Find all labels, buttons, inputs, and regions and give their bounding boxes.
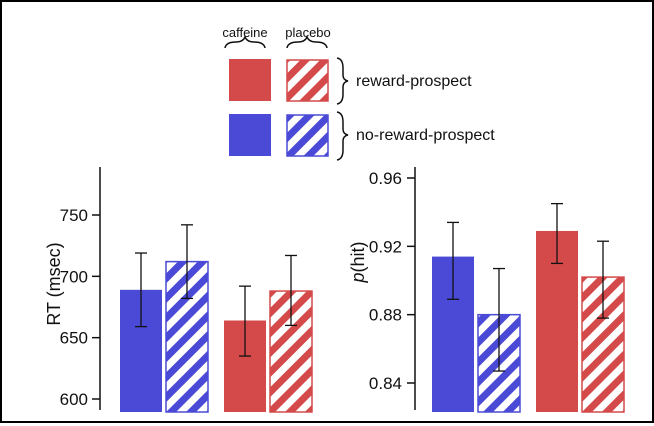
phit-error-bar [551, 202, 563, 265]
rt-error-bar [135, 252, 147, 328]
legend-col-placebo: placebo [285, 25, 331, 40]
legend-swatch-reward-caffeine [229, 59, 271, 101]
phit-error-bar [493, 267, 505, 372]
phit-bars [432, 230, 625, 413]
rt-y-ticks: 600 650 700 750 [60, 206, 100, 409]
rt-y-axis-label: RT (msec) [44, 242, 64, 325]
phit-y-tick-label: 0.92 [369, 237, 402, 256]
legend-brace-reward [336, 57, 349, 105]
legend-brace-placebo [286, 34, 328, 49]
phit-y-axis-label: p(hit) [348, 241, 368, 283]
legend: caffeine placebo reward-prospect no-rewa… [222, 25, 495, 161]
rt-error-bars [135, 224, 297, 357]
rt-chart: RT (msec) 600 650 700 750 [44, 167, 313, 413]
rt-y-tick-label: 750 [60, 206, 88, 225]
legend-row-reward: reward-prospect [356, 73, 472, 90]
phit-y-axis-label-p: p [348, 272, 368, 283]
phit-y-tick-label: 0.96 [369, 169, 402, 188]
rt-error-bar [285, 254, 297, 327]
phit-error-bars [447, 202, 609, 372]
rt-bars [120, 260, 313, 413]
rt-y-tick-label: 700 [60, 267, 88, 286]
phit-chart: p(hit) 0.84 0.88 0.92 0.96 [348, 167, 625, 413]
phit-bar-reward-placebo [581, 276, 625, 413]
legend-swatch-noreward-caffeine [229, 114, 271, 156]
figure-canvas: caffeine placebo reward-prospect no-rewa… [44, 25, 625, 413]
rt-error-bar [181, 224, 193, 300]
legend-brace-caffeine [224, 34, 266, 49]
phit-y-axis-label-hit: (hit) [348, 241, 368, 272]
rt-y-tick-label: 650 [60, 329, 88, 348]
rt-error-bar [239, 285, 251, 357]
legend-col-caffeine: caffeine [222, 25, 267, 40]
phit-error-bar [447, 221, 459, 300]
legend-swatch-reward-placebo [286, 59, 329, 102]
rt-y-tick-label: 600 [60, 390, 88, 409]
legend-swatch-noreward-placebo [286, 114, 329, 157]
phit-y-tick-label: 0.84 [369, 374, 402, 393]
phit-y-tick-label: 0.88 [369, 306, 402, 325]
phit-y-ticks: 0.84 0.88 0.92 0.96 [369, 169, 415, 393]
legend-brace-noreward [336, 111, 349, 161]
legend-row-noreward: no-reward-prospect [356, 127, 495, 144]
phit-error-bar [597, 240, 609, 319]
